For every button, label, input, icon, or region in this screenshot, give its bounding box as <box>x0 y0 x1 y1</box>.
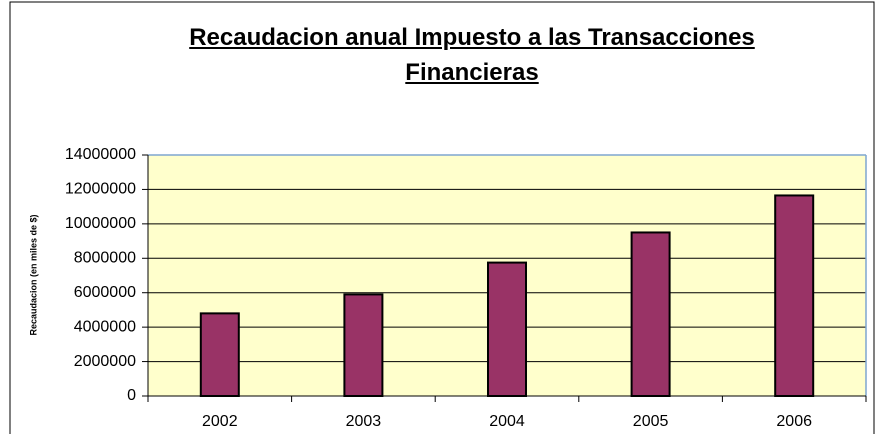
bar <box>774 194 815 397</box>
y-tick-label: 6000000 <box>74 284 136 301</box>
x-tick-label: 2002 <box>202 413 238 430</box>
y-tick-label: 0 <box>127 387 136 404</box>
y-tick-label: 14000000 <box>65 146 136 163</box>
y-axis-label: Recaudacion (en miles de $) <box>28 214 38 335</box>
bar <box>343 293 384 397</box>
bar <box>630 231 671 397</box>
x-tick-label: 2004 <box>489 413 525 430</box>
y-tick-label: 8000000 <box>74 250 136 267</box>
y-tick-label: 4000000 <box>74 318 136 335</box>
y-tick-label: 2000000 <box>74 353 136 370</box>
x-tick-label: 2006 <box>776 413 812 430</box>
bar <box>199 312 240 397</box>
x-tick-label: 2003 <box>346 413 382 430</box>
bar <box>487 261 527 398</box>
x-tick-label: 2005 <box>633 413 669 430</box>
y-tick-label: 10000000 <box>65 215 136 232</box>
y-tick-label: 12000000 <box>65 181 136 198</box>
chart-title: Recaudacion anual Impuesto a las Transac… <box>189 24 755 86</box>
